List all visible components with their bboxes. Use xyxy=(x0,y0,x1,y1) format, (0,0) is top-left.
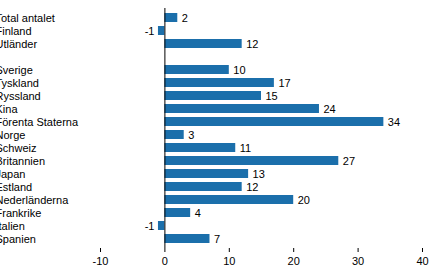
svg-text:-1: -1 xyxy=(145,220,155,232)
svg-text:27: 27 xyxy=(343,155,355,167)
svg-text:40: 40 xyxy=(416,255,428,267)
svg-text:Ryssland: Ryssland xyxy=(0,90,41,102)
svg-text:20: 20 xyxy=(298,194,310,206)
svg-text:Schweiz: Schweiz xyxy=(0,142,36,154)
svg-text:13: 13 xyxy=(253,168,265,180)
svg-text:-10: -10 xyxy=(93,255,109,267)
svg-text:34: 34 xyxy=(388,116,400,128)
svg-text:3: 3 xyxy=(188,129,194,141)
svg-text:Utländer: Utländer xyxy=(0,38,37,50)
svg-text:10: 10 xyxy=(233,64,245,76)
svg-text:12: 12 xyxy=(246,181,258,193)
svg-text:7: 7 xyxy=(214,233,220,245)
svg-text:15: 15 xyxy=(266,90,278,102)
svg-text:30: 30 xyxy=(352,255,364,267)
svg-text:24: 24 xyxy=(323,103,335,115)
svg-text:11: 11 xyxy=(240,142,251,154)
svg-text:Förenta Staterna: Förenta Staterna xyxy=(0,116,79,128)
svg-text:2: 2 xyxy=(182,12,188,24)
svg-text:20: 20 xyxy=(288,255,300,267)
svg-text:Total antalet: Total antalet xyxy=(0,12,55,24)
svg-text:10: 10 xyxy=(223,255,235,267)
svg-text:4: 4 xyxy=(195,207,201,219)
svg-text:Nederländerna: Nederländerna xyxy=(0,194,69,206)
svg-text:Japan: Japan xyxy=(0,168,25,180)
svg-text:Estland: Estland xyxy=(0,181,32,193)
svg-text:17: 17 xyxy=(278,77,290,89)
svg-text:Spanien: Spanien xyxy=(0,233,36,245)
svg-text:Sverige: Sverige xyxy=(0,64,33,76)
svg-text:Finland: Finland xyxy=(0,25,32,37)
svg-text:0: 0 xyxy=(162,255,168,267)
svg-text:Norge: Norge xyxy=(0,129,25,141)
svg-text:Frankrike: Frankrike xyxy=(0,207,41,219)
svg-text:-1: -1 xyxy=(145,25,155,37)
svg-text:Britannien: Britannien xyxy=(0,155,45,167)
svg-text:Italien: Italien xyxy=(0,220,25,232)
svg-text:Tyskland: Tyskland xyxy=(0,77,39,89)
svg-text:Kina: Kina xyxy=(0,103,18,115)
svg-text:12: 12 xyxy=(246,38,258,50)
